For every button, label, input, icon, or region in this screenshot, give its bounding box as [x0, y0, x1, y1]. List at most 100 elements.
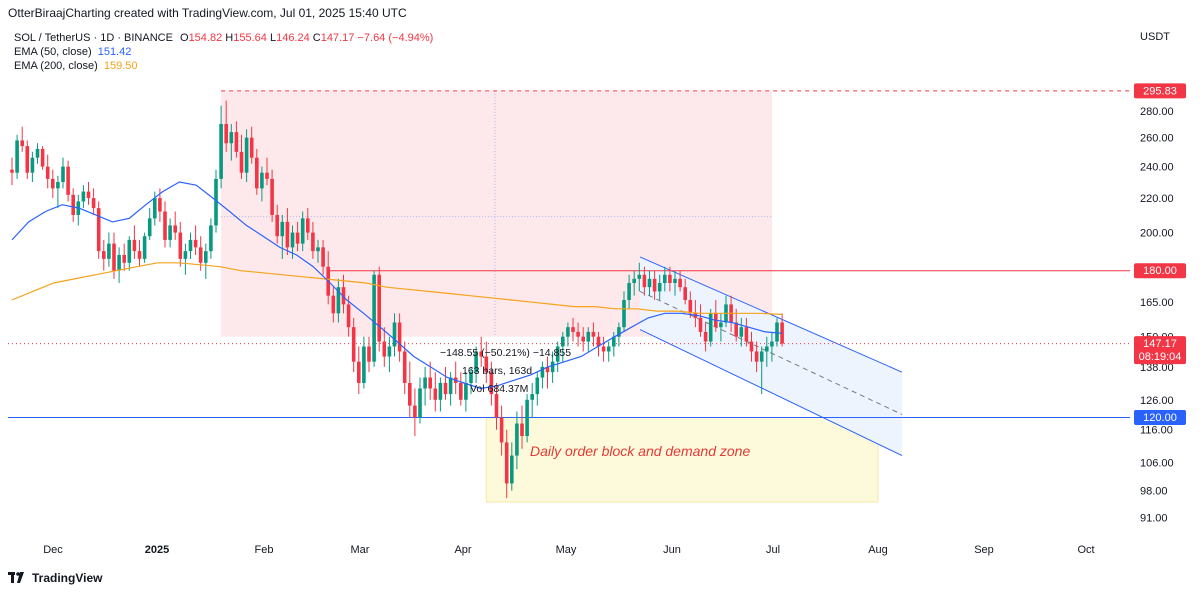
price-tick-label: 165.00 [1140, 297, 1174, 309]
candle-body [596, 336, 601, 347]
ema200-label: EMA (200, close) [14, 60, 98, 72]
candle-body [642, 274, 647, 288]
ema50-legend[interactable]: EMA (50, close) 151.42 [14, 45, 131, 59]
candle-body [581, 336, 585, 342]
chart-caption: OtterBiraajCharting created with Trading… [8, 6, 407, 20]
candle-body [749, 341, 754, 352]
candle-body [494, 394, 499, 418]
time-tick-label: Jun [663, 544, 681, 556]
candle-body [397, 322, 402, 352]
symbol-legend: SOL / TetherUS · 1D · BINANCE O154.82 H1… [14, 31, 433, 45]
candle-body [56, 182, 60, 189]
candle-body [464, 382, 468, 400]
candle-body [239, 151, 244, 173]
candle-body [45, 166, 50, 179]
candle-body [657, 282, 662, 292]
candle-body [51, 178, 55, 189]
low-value: 146.24 [276, 32, 310, 44]
candle-body [770, 341, 774, 347]
candle-body [71, 194, 75, 215]
candle-body [678, 278, 682, 288]
measure-text: −148.55 (−50.21%) −14,855 [440, 347, 571, 359]
time-tick-label: Dec [43, 544, 63, 556]
zone-label: Daily order block and demand zone [530, 443, 750, 459]
demand-zone [485, 416, 879, 503]
price-tag-text: 180.00 [1143, 265, 1177, 277]
measure-text: 163 bars, 163d [462, 365, 532, 377]
candle-body [147, 218, 152, 237]
candle-body [479, 351, 483, 357]
price-tag-text: 147.17 [1143, 338, 1177, 350]
brand-name: TradingView [32, 571, 103, 585]
candle-body [331, 295, 336, 314]
candle-body [183, 251, 188, 259]
candle-body [387, 346, 392, 357]
candle-body [249, 137, 254, 158]
candle-body [540, 366, 545, 378]
price-tag-bg [1134, 409, 1186, 425]
ema50-label: EMA (50, close) [14, 46, 92, 58]
candle-body [739, 327, 744, 337]
candle-body [280, 221, 285, 237]
currency-label[interactable]: USDT [1140, 31, 1170, 43]
candle-body [448, 377, 453, 395]
candle-body [673, 278, 677, 283]
candle-body [627, 282, 631, 301]
tradingview-logo[interactable]: TradingView [8, 571, 102, 585]
candle-body [754, 351, 759, 362]
time-axis[interactable]: Dec 2025 Feb Mar Apr May Jun Jul Aug Sep Oct [43, 544, 1094, 556]
time-tick-label: May [556, 544, 577, 556]
price-tick-label: 220.00 [1140, 193, 1174, 205]
candle-body [66, 166, 70, 195]
high-value: 155.64 [233, 32, 267, 44]
candle-body [637, 274, 642, 279]
candle-body [311, 232, 315, 252]
candle-body [137, 251, 142, 259]
candle-body [622, 300, 626, 328]
candle-body [438, 382, 443, 400]
candle-body [612, 336, 616, 347]
candle-body [173, 225, 177, 233]
channel-upper-line [639, 256, 903, 373]
price-tag-bg [1134, 263, 1186, 279]
symbol-name[interactable]: SOL / TetherUS · 1D · BINANCE [14, 32, 173, 44]
ema200-legend[interactable]: EMA (200, close) 159.50 [14, 59, 137, 73]
candle-body [576, 331, 580, 337]
ohlc-values: O154.82 H155.64 L146.24 C147.17 −7.64 (−… [180, 32, 434, 44]
candle-body [428, 377, 432, 389]
price-tick-label: 116.00 [1140, 425, 1173, 437]
candle-body [719, 322, 723, 328]
candle-body [163, 211, 167, 240]
candle-body [586, 331, 591, 342]
countdown-text: 08:19:04 [1139, 351, 1182, 363]
candle-body [663, 274, 667, 283]
candle-body [408, 382, 412, 406]
candle-body [413, 405, 417, 418]
candle-body [168, 225, 172, 240]
candle-body [372, 274, 376, 362]
candle-body [734, 322, 738, 337]
candle-body [234, 132, 239, 152]
candle-body [153, 198, 157, 219]
candle-body [25, 146, 30, 173]
measure-text: Vol 684.37M [470, 383, 528, 395]
candle-body [40, 148, 45, 167]
candle-body [489, 372, 494, 395]
candle-body [188, 239, 193, 252]
candle-body [61, 166, 65, 183]
price-axis[interactable]: 280.00 260.00 240.00 220.00 200.00 180.00 165.… [1140, 106, 1174, 525]
time-tick-label: Feb [255, 544, 274, 556]
candle-body [229, 132, 234, 144]
time-tick-label: 2025 [145, 544, 169, 556]
ema50-line [11, 181, 783, 390]
price-tick-label: 138.00 [1140, 362, 1174, 374]
candle-body [204, 251, 208, 263]
candle-body [102, 251, 106, 259]
candle-body [555, 346, 560, 362]
candle-body [392, 322, 397, 347]
candle-body [459, 382, 463, 400]
candle-body [295, 232, 300, 244]
candle-body [255, 157, 259, 189]
candle-body [765, 346, 769, 352]
